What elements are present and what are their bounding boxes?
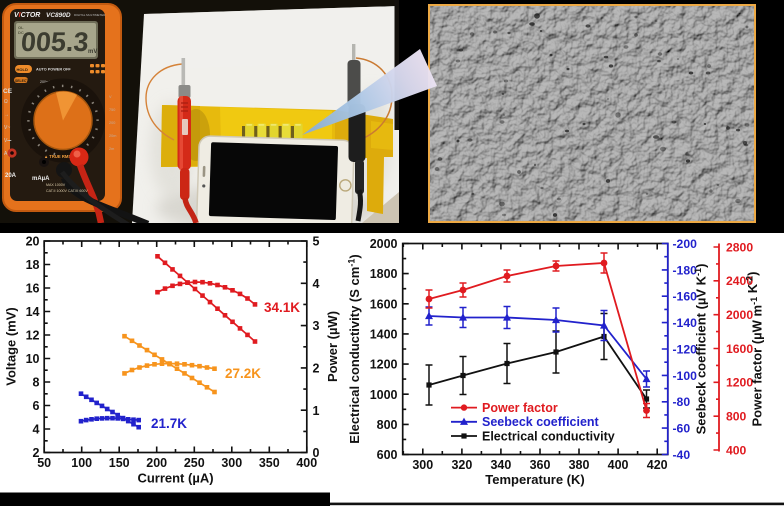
svg-text:Electrical conductivity: Electrical conductivity [482, 429, 615, 443]
svg-text:Seebeck coefficient: Seebeck coefficient [482, 415, 600, 429]
svg-text:-40: -40 [673, 448, 691, 462]
svg-text:18: 18 [26, 258, 40, 272]
svg-text:2: 2 [313, 362, 320, 376]
svg-text:-80: -80 [673, 395, 691, 409]
svg-text:400: 400 [296, 456, 317, 470]
svg-text:21.7K: 21.7K [151, 416, 187, 431]
svg-text:20A: 20A [5, 173, 17, 179]
svg-text:-100: -100 [673, 369, 698, 383]
svg-text:300: 300 [412, 458, 433, 472]
svg-text:mV: mV [88, 49, 97, 55]
svg-text:14: 14 [26, 305, 40, 319]
svg-text:1200: 1200 [726, 376, 753, 390]
svg-text:Temperature (K): Temperature (K) [485, 472, 584, 487]
svg-text:8: 8 [33, 376, 40, 390]
svg-text:2: 2 [33, 446, 40, 460]
svg-text:12: 12 [26, 329, 40, 343]
svg-text:6: 6 [33, 399, 40, 413]
svg-text:AUTO POWER OFF: AUTO POWER OFF [36, 68, 71, 72]
svg-text:1200: 1200 [370, 358, 398, 372]
svg-text:-160: -160 [673, 290, 698, 304]
svg-text:1600: 1600 [726, 342, 753, 356]
svg-text:1600: 1600 [370, 297, 398, 311]
svg-text:2000: 2000 [726, 308, 753, 322]
svg-text:HOLD: HOLD [17, 67, 28, 72]
svg-text:4: 4 [33, 423, 40, 437]
svg-text:SELECT: SELECT [15, 79, 29, 83]
svg-text:400: 400 [726, 443, 747, 457]
svg-text:4: 4 [313, 277, 320, 291]
svg-text:1: 1 [313, 404, 320, 418]
svg-text:Power factor (µW m-1 K-2): Power factor (µW m-1 K-2) [745, 272, 765, 427]
svg-text:360: 360 [530, 458, 551, 472]
svg-text:0: 0 [313, 446, 320, 460]
svg-text:16: 16 [26, 282, 40, 296]
svg-text:mAµA: mAµA [32, 176, 50, 182]
svg-text:200: 200 [146, 456, 167, 470]
svg-text:27.2K: 27.2K [225, 366, 261, 381]
svg-text:-140: -140 [673, 316, 698, 330]
svg-text:3: 3 [313, 319, 320, 333]
svg-text:380: 380 [569, 458, 590, 472]
svg-text:5: 5 [313, 235, 320, 249]
svg-text:VC890D: VC890D [46, 12, 71, 19]
svg-text:1000: 1000 [370, 388, 398, 402]
svg-text:→: → [4, 112, 9, 118]
svg-text:340: 340 [490, 458, 511, 472]
svg-text:600: 600 [377, 448, 398, 462]
svg-text:320: 320 [451, 458, 472, 472]
svg-text:20m: 20m [109, 134, 116, 138]
svg-text:1400: 1400 [370, 328, 398, 342]
svg-text:Current (µA): Current (µA) [137, 471, 213, 486]
svg-text:800: 800 [726, 410, 747, 424]
svg-text:A~: A~ [4, 151, 10, 157]
svg-text:2000: 2000 [370, 237, 398, 251]
svg-text:DC: DC [18, 30, 24, 35]
svg-text:50: 50 [37, 456, 51, 470]
svg-text:400: 400 [608, 458, 629, 472]
svg-text:1800: 1800 [370, 267, 398, 281]
svg-text:Power (µW): Power (µW) [325, 311, 340, 382]
svg-text:Voltage (mV): Voltage (mV) [4, 307, 19, 386]
svg-text:-120: -120 [673, 342, 698, 356]
svg-text:34.1K: 34.1K [264, 300, 300, 315]
svg-text:V: V [109, 95, 112, 99]
svg-text:420: 420 [647, 458, 668, 472]
svg-text:150: 150 [109, 456, 130, 470]
svg-text:V~: V~ [4, 125, 10, 131]
svg-text:250: 250 [184, 456, 205, 470]
svg-text:800: 800 [377, 418, 398, 432]
svg-text:Electrical conductivity (S cm-: Electrical conductivity (S cm-1) [347, 254, 363, 443]
svg-text:2400: 2400 [726, 274, 753, 288]
svg-text:CE: CE [3, 88, 13, 95]
svg-text:750: 750 [109, 108, 115, 112]
svg-text:20: 20 [26, 235, 40, 249]
svg-text:CAT.II 1000V CAT.III 600V: CAT.II 1000V CAT.III 600V [46, 189, 88, 193]
svg-text:2800: 2800 [726, 240, 753, 254]
svg-text:005.3: 005.3 [20, 27, 90, 57]
svg-text:-180: -180 [673, 263, 698, 277]
svg-text:DIGITAL MULTIMETER: DIGITAL MULTIMETER [74, 13, 106, 17]
svg-text:300: 300 [221, 456, 242, 470]
svg-text:350: 350 [259, 456, 280, 470]
svg-text:Ω: Ω [4, 99, 8, 105]
svg-text:10: 10 [26, 352, 40, 366]
svg-text:OL: OL [18, 25, 24, 30]
svg-text:V⎓: V⎓ [4, 138, 11, 144]
svg-text:-60: -60 [673, 422, 691, 436]
svg-text:-200: -200 [673, 237, 698, 251]
svg-text:MAX 1000V: MAX 1000V [46, 183, 66, 187]
svg-text:200: 200 [109, 121, 115, 125]
svg-text:VICTOR: VICTOR [14, 12, 40, 19]
svg-text:Seebeck coefficient (µV K-1): Seebeck coefficient (µV K-1) [693, 264, 709, 435]
svg-text:100: 100 [71, 456, 92, 470]
svg-text:2m: 2m [109, 147, 114, 151]
svg-text:▲ TRUE RMS: ▲ TRUE RMS [44, 154, 71, 159]
svg-text:Power factor: Power factor [482, 401, 558, 415]
